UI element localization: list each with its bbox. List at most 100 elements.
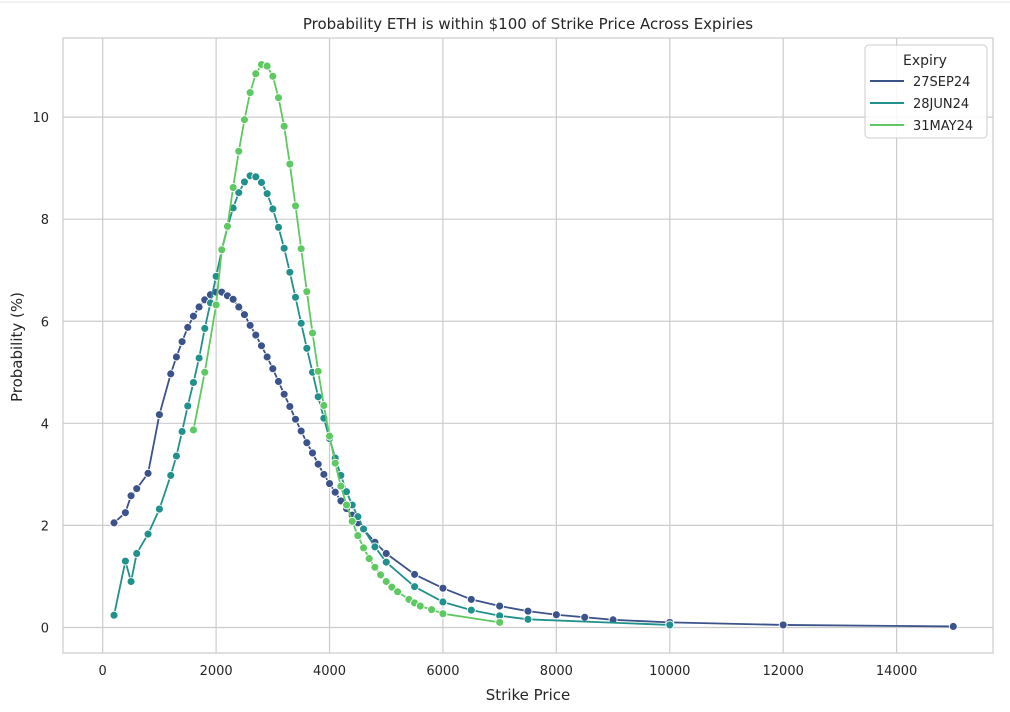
data-point [240, 115, 249, 125]
data-point [313, 459, 323, 469]
data-point [495, 617, 505, 627]
data-point [211, 300, 221, 310]
data-point [217, 245, 227, 255]
data-point [200, 367, 210, 377]
data-point [296, 318, 306, 328]
data-point [302, 438, 312, 448]
data-point [353, 512, 363, 522]
data-point [177, 337, 187, 347]
data-point [370, 542, 380, 552]
series-line [113, 291, 954, 628]
series-layer [109, 60, 958, 631]
data-point [132, 484, 142, 494]
x-tick-label: 14000 [876, 664, 917, 679]
data-point [245, 320, 255, 330]
data-point [580, 612, 590, 622]
data-point [126, 491, 136, 501]
data-point [120, 556, 130, 566]
data-point [410, 582, 420, 592]
data-point [143, 529, 153, 539]
legend-item-27SEP24: 27SEP24 [870, 75, 970, 90]
data-point [438, 597, 448, 607]
data-point [251, 330, 261, 340]
data-point [166, 470, 176, 480]
data-point [364, 554, 374, 564]
data-point [268, 71, 278, 81]
data-point [319, 469, 329, 479]
data-point [240, 177, 249, 187]
data-point [274, 93, 283, 103]
data-point [279, 243, 289, 253]
legend: Expiry 27SEP24 28JUN24 31MAY24 [864, 44, 988, 139]
data-point [308, 448, 317, 458]
data-point [291, 292, 300, 302]
x-tick-label: 10000 [649, 664, 690, 679]
x-tick-label: 4000 [313, 664, 346, 679]
y-tick-label: 0 [41, 621, 49, 636]
data-point [200, 323, 210, 333]
x-tick-label: 6000 [426, 664, 459, 679]
data-point [302, 287, 312, 297]
legend-item-28JUN24: 28JUN24 [870, 97, 969, 112]
data-point [257, 177, 266, 187]
series-31MAY24 [188, 60, 505, 627]
data-point [523, 606, 533, 616]
data-point [336, 481, 346, 491]
legend-item-31MAY24: 31MAY24 [870, 119, 973, 134]
y-tick-label: 10 [32, 111, 49, 126]
series-27SEP24 [109, 287, 958, 631]
data-point [427, 605, 437, 615]
chart-title: Probability ETH is within $100 of Strike… [303, 15, 753, 33]
data-point [251, 172, 261, 182]
data-point [523, 614, 533, 624]
data-point [325, 431, 334, 441]
legend-label: 28JUN24 [913, 97, 969, 112]
data-point [347, 516, 357, 526]
x-tick-label: 2000 [200, 664, 233, 679]
data-point [308, 328, 317, 338]
data-point [171, 451, 181, 461]
data-point [183, 322, 193, 332]
data-point [234, 302, 244, 312]
tick-labels: 0 2000 4000 6000 8000 10000 12000 14000 0 2 4 6 8 10 [32, 111, 917, 679]
legend-title: Expiry [903, 53, 947, 69]
data-point [245, 88, 255, 98]
data-point [948, 622, 958, 631]
data-point [495, 601, 505, 611]
data-point [359, 524, 368, 534]
data-point [240, 310, 249, 320]
data-point [268, 204, 278, 214]
x-axis-title: Strike Price [486, 686, 570, 704]
data-point [126, 577, 136, 586]
data-point [381, 577, 391, 586]
data-point [466, 594, 476, 604]
x-tick-label: 0 [99, 664, 107, 679]
data-point [166, 369, 176, 379]
legend-label: 27SEP24 [913, 75, 970, 90]
data-point [274, 222, 283, 232]
x-tick-label: 12000 [763, 664, 804, 679]
data-point [154, 504, 164, 514]
data-point [228, 294, 238, 304]
y-tick-label: 8 [41, 213, 49, 228]
data-point [359, 543, 368, 553]
data-point [228, 183, 238, 192]
y-tick-label: 4 [41, 417, 49, 432]
data-point [291, 414, 300, 424]
plot-frame [62, 37, 994, 654]
y-axis-title: Probability (%) [8, 292, 26, 402]
data-point [296, 244, 306, 254]
data-point [177, 427, 187, 436]
data-point [313, 366, 323, 376]
data-point [222, 221, 232, 231]
data-point [285, 402, 295, 411]
legend-items: 27SEP24 28JUN24 31MAY24 [870, 75, 973, 134]
data-point [251, 69, 261, 79]
legend-label: 31MAY24 [913, 119, 973, 134]
data-point [285, 267, 295, 277]
data-point [274, 377, 283, 386]
data-point [438, 609, 448, 619]
data-point [109, 610, 119, 620]
data-point [325, 479, 334, 489]
